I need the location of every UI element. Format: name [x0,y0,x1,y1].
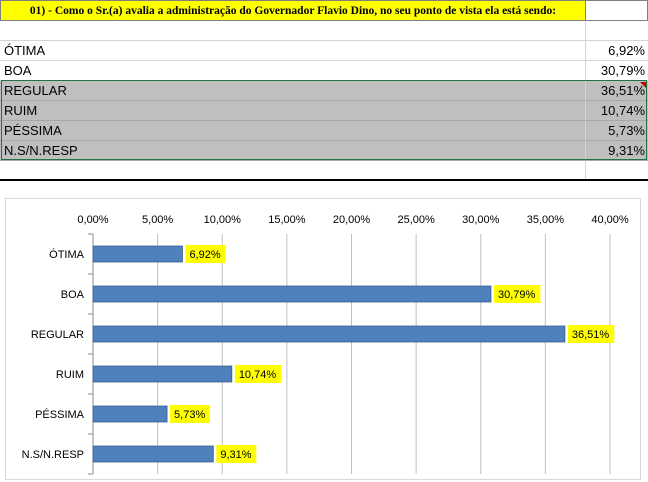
bar [92,245,183,263]
category-label: N.S/N.RESP [22,449,84,461]
data-label: 30,79% [498,289,536,301]
x-tick-label: 35,00% [527,214,565,226]
data-label-background [234,365,282,383]
chart-area[interactable]: 0,00% 5,00% 10,00% 15,00% 20,00% 25,00% 30,00%… [5,198,641,480]
bar [92,405,168,423]
bar [92,285,492,303]
table-row: RUIM 10,74% [0,101,648,121]
x-tick-label: 20,00% [333,214,371,226]
table-row: N.S/N.RESP 9,31% [0,141,648,161]
table-row: REGULAR 36,51% [0,81,648,101]
row-label-cell[interactable]: REGULAR [0,81,586,101]
row-value-cell[interactable]: 36,51% [586,81,648,101]
data-label-background [567,325,615,343]
x-tick-label: 30,00% [462,214,500,226]
category-label: BOA [61,289,85,301]
data-label: 36,51% [572,329,610,341]
table-row: BOA 30,79% [0,61,648,81]
x-tick-label: 40,00% [591,214,629,226]
x-tick-label: 0,00% [77,214,108,226]
empty-row [0,161,648,181]
category-label: ÓTIMA [49,248,84,261]
row-label-cell[interactable]: PÉSSIMA [0,121,586,141]
x-tick-label: 5,00% [142,214,173,226]
data-label: 6,92% [189,249,220,261]
data-label: 9,31% [220,449,251,461]
divider [0,179,648,181]
row-value-cell[interactable]: 30,79% [586,61,648,81]
x-tick-label: 10,00% [204,214,242,226]
row-label-cell[interactable]: ÓTIMA [0,41,586,61]
data-label-background [216,445,257,463]
comment-indicator-icon [640,82,646,88]
empty-row [0,21,648,41]
data-label-background [493,285,541,303]
data-label-background [185,245,226,263]
empty-cell[interactable] [586,21,648,41]
row-value-cell[interactable]: 6,92% [586,41,648,61]
data-label-background [170,405,211,423]
x-tick-label: 25,00% [397,214,435,226]
row-value-cell[interactable]: 9,31% [586,141,648,161]
bar [92,365,233,383]
empty-cell[interactable] [586,161,648,181]
row-label-cell[interactable]: RUIM [0,101,586,121]
bar [92,445,214,463]
category-label: PÉSSIMA [35,408,85,421]
table-row: PÉSSIMA 5,73% [0,121,648,141]
empty-cell[interactable] [586,0,648,21]
table-row: ÓTIMA 6,92% [0,41,648,61]
empty-cell[interactable] [0,161,586,181]
row-label-cell[interactable]: BOA [0,61,586,81]
row-value-cell[interactable]: 5,73% [586,121,648,141]
spreadsheet: 01) - Como o Sr.(a) avalia a administraç… [0,0,648,200]
question-title-cell[interactable]: 01) - Como o Sr.(a) avalia a administraç… [0,0,586,21]
bar-chart: 0,00% 5,00% 10,00% 15,00% 20,00% 25,00% 30,00%… [22,214,629,475]
data-label: 10,74% [239,369,277,381]
x-tick-label: 15,00% [268,214,306,226]
category-label: REGULAR [31,329,84,341]
row-label-cell[interactable]: N.S/N.RESP [0,141,586,161]
category-label: RUIM [56,369,84,381]
data-label: 5,73% [174,409,205,421]
bar [92,325,566,343]
row-value-cell[interactable]: 10,74% [586,101,648,121]
empty-cell[interactable] [0,21,586,41]
